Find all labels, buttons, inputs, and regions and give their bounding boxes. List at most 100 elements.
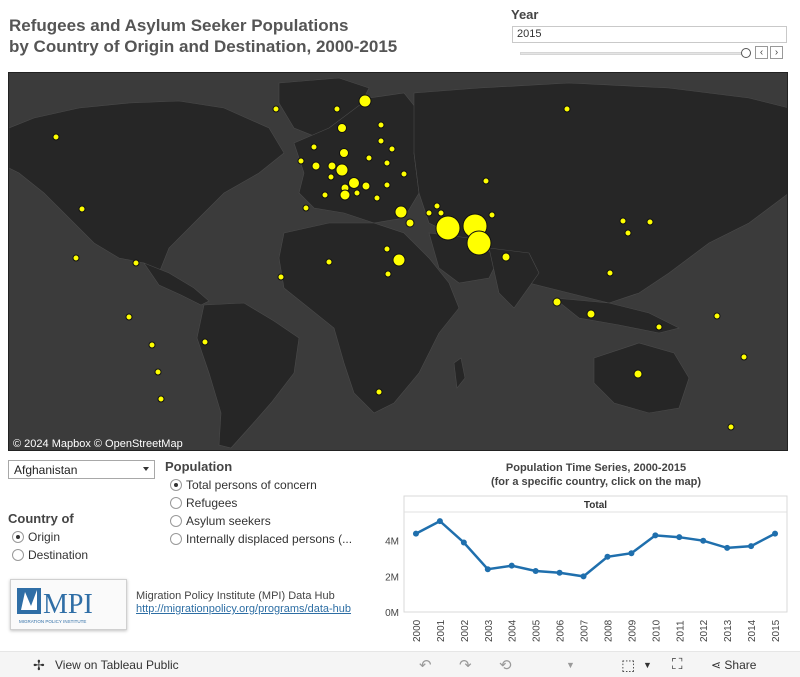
data-point[interactable]: [460, 539, 467, 546]
source-link[interactable]: http://migrationpolicy.org/programs/data…: [136, 603, 352, 615]
radio-destination[interactable]: Destination: [12, 548, 132, 564]
data-point[interactable]: [436, 518, 443, 525]
country-marker[interactable]: [383, 159, 391, 167]
country-marker[interactable]: [339, 148, 349, 158]
data-point[interactable]: [508, 562, 515, 569]
country-marker[interactable]: [377, 137, 385, 145]
data-point[interactable]: [628, 550, 635, 557]
world-map[interactable]: © 2024 Mapbox © OpenStreetMap: [8, 72, 788, 451]
data-point[interactable]: [532, 568, 539, 575]
country-marker[interactable]: [333, 105, 341, 113]
country-marker[interactable]: [325, 258, 333, 266]
revert-icon[interactable]: ⟲: [499, 657, 512, 674]
country-marker[interactable]: [388, 145, 396, 153]
radio-total-persons[interactable]: Total persons of concern: [170, 478, 370, 494]
country-marker[interactable]: [482, 177, 490, 185]
year-next-button[interactable]: ›: [770, 46, 783, 59]
country-marker[interactable]: [488, 211, 496, 219]
country-marker[interactable]: [277, 273, 285, 281]
country-marker[interactable]: [321, 191, 329, 199]
country-marker[interactable]: [353, 189, 361, 197]
country-marker[interactable]: [392, 253, 406, 267]
country-marker[interactable]: [297, 157, 305, 165]
radio-asylum-seekers[interactable]: Asylum seekers: [170, 514, 370, 530]
country-marker[interactable]: [405, 218, 415, 228]
country-marker[interactable]: [394, 205, 408, 219]
country-marker[interactable]: [148, 341, 156, 349]
mpi-logo[interactable]: MPI MIGRATION POLICY INSTITUTE: [10, 579, 127, 630]
country-marker[interactable]: [361, 181, 371, 191]
country-marker[interactable]: [72, 254, 80, 262]
country-marker[interactable]: [624, 229, 632, 237]
redo-icon[interactable]: ↷: [459, 657, 472, 674]
country-marker[interactable]: [154, 368, 162, 376]
country-marker[interactable]: [606, 269, 614, 277]
data-point[interactable]: [604, 553, 611, 560]
country-marker[interactable]: [311, 161, 321, 171]
country-marker[interactable]: [433, 202, 441, 210]
country-marker[interactable]: [348, 177, 360, 189]
country-marker[interactable]: [383, 181, 391, 189]
country-marker[interactable]: [52, 133, 60, 141]
country-marker[interactable]: [655, 323, 663, 331]
share-button[interactable]: ⋖ Share: [711, 658, 756, 672]
country-marker[interactable]: [365, 154, 373, 162]
country-marker[interactable]: [435, 215, 461, 241]
country-marker[interactable]: [375, 388, 383, 396]
country-marker[interactable]: [727, 423, 735, 431]
data-point[interactable]: [700, 537, 707, 544]
country-marker[interactable]: [384, 270, 392, 278]
year-slider-track[interactable]: [520, 52, 748, 55]
download-chevron-icon[interactable]: ▼: [643, 660, 652, 670]
fullscreen-icon[interactable]: ⛶: [672, 656, 683, 673]
country-marker[interactable]: [272, 105, 280, 113]
country-marker[interactable]: [78, 205, 86, 213]
download-icon[interactable]: ⬚: [621, 657, 636, 674]
country-marker[interactable]: [619, 217, 627, 225]
data-point[interactable]: [772, 530, 779, 537]
country-marker[interactable]: [125, 313, 133, 321]
country-marker[interactable]: [563, 105, 571, 113]
data-point[interactable]: [676, 534, 683, 541]
country-marker[interactable]: [425, 209, 433, 217]
country-marker[interactable]: [552, 297, 562, 307]
data-point[interactable]: [412, 530, 419, 537]
data-point[interactable]: [652, 532, 659, 539]
year-input[interactable]: 2015: [512, 26, 787, 43]
country-marker[interactable]: [310, 143, 318, 151]
country-marker[interactable]: [358, 94, 372, 108]
country-marker[interactable]: [327, 161, 337, 171]
country-select[interactable]: Afghanistan: [8, 460, 155, 479]
country-marker[interactable]: [646, 218, 654, 226]
country-marker[interactable]: [327, 173, 335, 181]
country-marker[interactable]: [201, 338, 209, 346]
country-marker[interactable]: [339, 189, 351, 201]
country-marker[interactable]: [377, 121, 385, 129]
data-point[interactable]: [484, 566, 491, 573]
data-point[interactable]: [724, 544, 731, 551]
country-marker[interactable]: [437, 209, 445, 217]
data-point[interactable]: [556, 569, 563, 576]
country-marker[interactable]: [335, 163, 349, 177]
country-marker[interactable]: [713, 312, 721, 320]
country-marker[interactable]: [400, 170, 408, 178]
year-prev-button[interactable]: ‹: [755, 46, 768, 59]
country-marker[interactable]: [633, 369, 643, 379]
time-series-chart[interactable]: Total 0M 2M 4M 2000 2001 2002 2003 2004 2005 2006 2…: [377, 494, 790, 646]
country-marker[interactable]: [337, 123, 347, 133]
revert-dropdown-chevron-icon[interactable]: ▼: [566, 660, 575, 670]
year-slider-thumb[interactable]: [741, 48, 751, 58]
radio-refugees[interactable]: Refugees: [170, 496, 370, 512]
country-marker[interactable]: [383, 245, 391, 253]
data-point[interactable]: [580, 573, 587, 580]
undo-icon[interactable]: ↶: [419, 657, 432, 674]
data-point[interactable]: [748, 543, 755, 550]
country-marker[interactable]: [501, 252, 511, 262]
radio-idp[interactable]: Internally displaced persons (...: [170, 532, 370, 548]
country-marker[interactable]: [740, 353, 748, 361]
country-marker[interactable]: [373, 194, 381, 202]
country-marker[interactable]: [157, 395, 165, 403]
country-marker[interactable]: [466, 230, 492, 256]
country-marker[interactable]: [302, 204, 310, 212]
country-marker[interactable]: [132, 259, 140, 267]
